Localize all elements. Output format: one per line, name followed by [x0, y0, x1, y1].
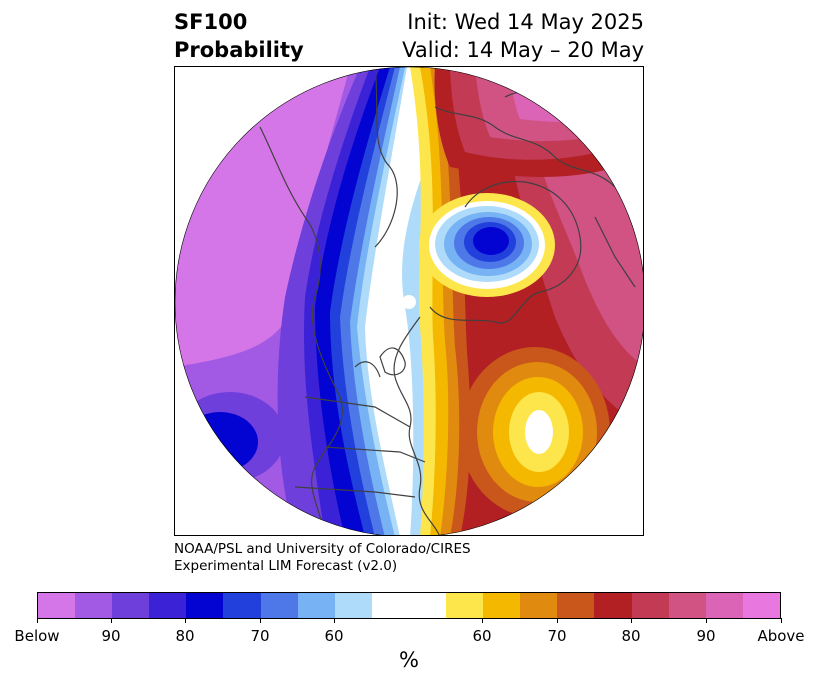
- colorbar-segment: [260, 593, 298, 618]
- colorbar-tick-mark: [334, 618, 335, 623]
- colorbar-tick-label: 80: [621, 627, 641, 645]
- colorbar-tick-mark: [557, 618, 558, 623]
- valid-range: Valid: 14 May – 20 May: [402, 38, 644, 62]
- map-title-right: Init: Wed 14 May 2025 Valid: 14 May – 20…: [402, 8, 644, 64]
- colorbar-segment: [371, 593, 447, 618]
- colorbar-segment: [705, 593, 743, 618]
- colorbar-segment: [483, 593, 521, 618]
- colorbar-segment: [223, 593, 261, 618]
- colorbar-tick-label: Above: [757, 627, 805, 645]
- credit-text: NOAA/PSL and University of Colorado/CIRE…: [174, 541, 471, 575]
- colorbar-tick-mark: [706, 618, 707, 623]
- product-name: Probability: [174, 38, 304, 62]
- colorbar-segment: [75, 593, 113, 618]
- colorbar-tick-label: 60: [324, 627, 344, 645]
- colorbar-segment: [668, 593, 706, 618]
- colorbar-segment: [446, 593, 484, 618]
- colorbar-segment: [520, 593, 558, 618]
- colorbar-tick-mark: [260, 618, 261, 623]
- colorbar-segment: [297, 593, 335, 618]
- colorbar: [37, 592, 781, 619]
- colorbar-tick-mark: [631, 618, 632, 623]
- colorbar-segment: [334, 593, 372, 618]
- credit-line-1: NOAA/PSL and University of Colorado/CIRE…: [174, 541, 471, 557]
- colorbar-segment: [557, 593, 595, 618]
- colorbar-tick-mark: [37, 618, 38, 623]
- colorbar-tick-mark: [781, 618, 782, 623]
- colorbar-segment: [38, 593, 76, 618]
- forecast-map: [174, 66, 644, 536]
- colorbar-tick-label: 90: [101, 627, 121, 645]
- colorbar-tick-mark: [185, 618, 186, 623]
- colorbar-segment: [594, 593, 632, 618]
- colorbar-tick-mark: [482, 618, 483, 623]
- colorbar-tick-label: Below: [14, 627, 60, 645]
- colorbar-tick-label: 70: [547, 627, 567, 645]
- colorbar-tick-label: 80: [175, 627, 195, 645]
- colorbar-segment: [631, 593, 669, 618]
- colorbar-segment: [186, 593, 224, 618]
- colorbar-units: %: [399, 648, 419, 672]
- colorbar-segment: [149, 593, 187, 618]
- colorbar-segment: [742, 593, 780, 618]
- map-canvas: [175, 67, 643, 535]
- colorbar-tick-label: 70: [250, 627, 270, 645]
- map-title-left: SF100 Probability: [174, 8, 304, 64]
- variable-name: SF100: [174, 10, 248, 34]
- colorbar-segment: [112, 593, 150, 618]
- colorbar-tick-label: 90: [696, 627, 716, 645]
- init-date: Init: Wed 14 May 2025: [407, 10, 644, 34]
- probability-field: [175, 67, 643, 535]
- colorbar-tick-label: 60: [472, 627, 492, 645]
- colorbar-tick-mark: [111, 618, 112, 623]
- credit-line-2: Experimental LIM Forecast (v2.0): [174, 558, 398, 574]
